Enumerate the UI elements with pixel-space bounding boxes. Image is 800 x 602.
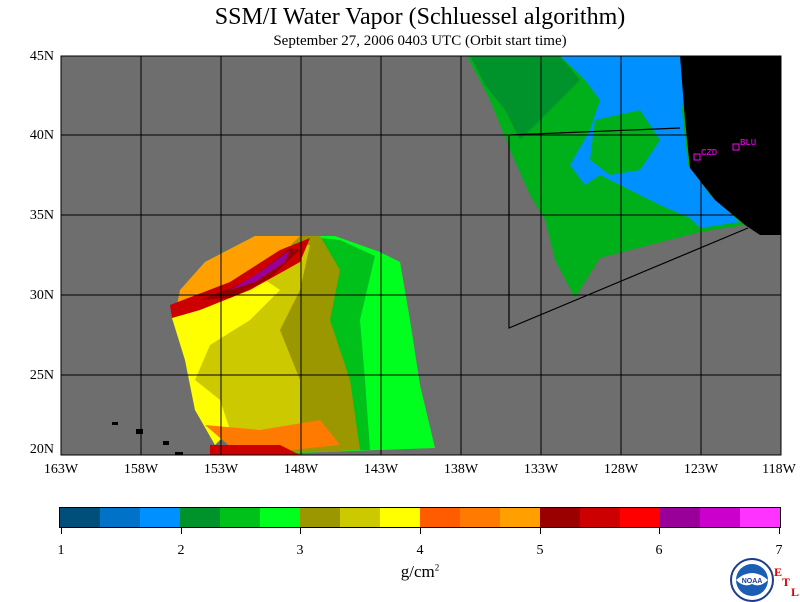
station-label-blu: BLU — [740, 138, 757, 148]
east-swath-green-patch — [590, 110, 660, 175]
colorbar-tick-label: 1 — [57, 543, 65, 558]
colorbar-swatch — [500, 508, 540, 527]
colorbar-tick — [61, 528, 62, 534]
lat-label-40n: 40N — [29, 128, 54, 143]
units-text: g/cm — [400, 562, 435, 581]
colorbar-tick-label: 7 — [775, 543, 783, 558]
colorbar-tick-label: 5 — [536, 543, 544, 558]
lon-label-138w: 138W — [443, 462, 479, 477]
region-outline — [508, 127, 681, 136]
map-subtitle: September 27, 2006 0403 UTC (Orbit start… — [273, 33, 567, 49]
colorbar-swatch — [340, 508, 380, 527]
lon-label-148w: 148W — [283, 462, 319, 477]
colorbar-swatch — [300, 508, 340, 527]
lat-label-20n: 20N — [29, 442, 54, 457]
lat-label-25n: 25N — [29, 368, 54, 383]
colorbar-swatch — [580, 508, 620, 527]
map-title: SSM/I Water Vapor (Schluessel algorithm) — [214, 4, 626, 30]
island — [175, 452, 183, 455]
colorbar-tick — [540, 528, 541, 534]
logo-text: NOAA — [742, 578, 763, 585]
east-swath-darkgreen — [470, 56, 580, 140]
units-superscript: 2 — [434, 562, 440, 573]
lon-label-123w: 123W — [683, 462, 719, 477]
coastline-land — [680, 56, 781, 235]
etl-letter-e: E — [774, 565, 783, 579]
lon-label-118w: 118W — [762, 462, 796, 477]
colorbar-swatch — [380, 508, 420, 527]
colorbar-swatch — [540, 508, 580, 527]
region-outline — [508, 135, 749, 329]
colorbar-swatch — [260, 508, 300, 527]
colorbar-swatch — [460, 508, 500, 527]
lon-label-143w: 143W — [363, 462, 399, 477]
colorbar-swatch — [660, 508, 700, 527]
colorbar-tick-label: 6 — [655, 543, 663, 558]
colorbar — [59, 507, 781, 528]
colorbar-tick — [181, 528, 182, 534]
colorbar-tick — [659, 528, 660, 534]
colorbar-tick-label: 2 — [177, 543, 185, 558]
colorbar-swatch — [740, 508, 780, 527]
colorbar-swatch — [100, 508, 140, 527]
colorbar-swatch — [140, 508, 180, 527]
etl-letter-t: T — [782, 575, 791, 589]
colorbar-tick-label: 4 — [416, 543, 424, 558]
units-label: g/cm2 — [380, 562, 460, 582]
colorbar-tick-label: 3 — [296, 543, 304, 558]
colorbar-swatch — [420, 508, 460, 527]
lat-label-35n: 35N — [29, 208, 54, 223]
colorbar-swatch — [180, 508, 220, 527]
lon-label-128w: 128W — [603, 462, 639, 477]
colorbar-tick — [779, 528, 780, 534]
station-marker-czd — [693, 153, 701, 161]
etl-letter-l: L — [791, 585, 800, 599]
west-swath-yellow — [172, 270, 280, 445]
colorbar-swatch — [700, 508, 740, 527]
colorbar-swatch — [620, 508, 660, 527]
lat-label-30n: 30N — [29, 288, 54, 303]
water-vapor-map — [60, 55, 782, 456]
station-marker-blu — [732, 143, 740, 151]
station-label-czd: CZD — [701, 148, 718, 158]
lon-label-153w: 153W — [203, 462, 239, 477]
island — [163, 441, 169, 445]
west-swath-red-south — [210, 445, 300, 455]
island — [136, 429, 143, 434]
lat-label-45n: 45N — [29, 49, 54, 64]
noaa-logo-icon: NOAA — [730, 558, 774, 602]
graticule — [61, 56, 781, 455]
colorbar-swatch — [220, 508, 260, 527]
island — [112, 422, 118, 425]
lon-label-133w: 133W — [523, 462, 559, 477]
map-frame — [60, 55, 782, 456]
lon-label-163w: 163W — [43, 462, 79, 477]
lon-label-158w: 158W — [123, 462, 159, 477]
colorbar-swatch — [60, 508, 100, 527]
colorbar-tick — [300, 528, 301, 534]
colorbar-tick — [420, 528, 421, 534]
